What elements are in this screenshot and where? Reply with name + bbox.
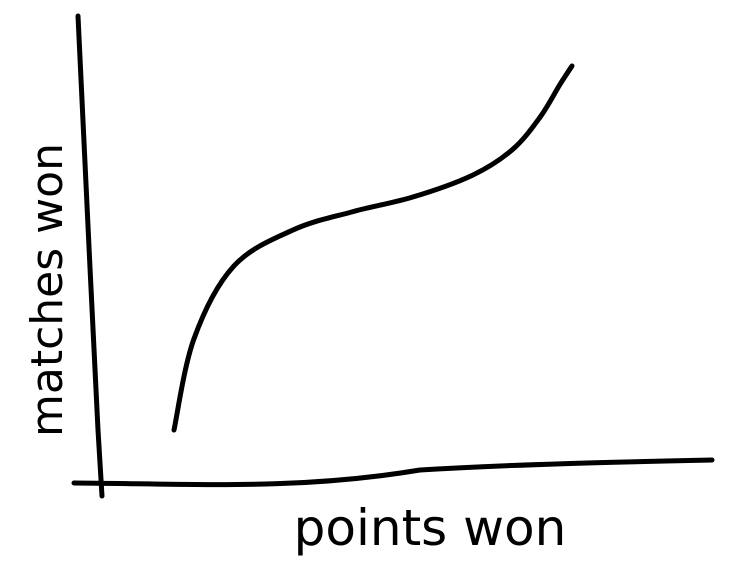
y-axis-label: matches won	[22, 143, 73, 437]
series-line	[171, 63, 575, 433]
y-axis	[75, 13, 105, 499]
x-axis-label: points won	[294, 499, 567, 557]
x-axis	[71, 457, 715, 488]
